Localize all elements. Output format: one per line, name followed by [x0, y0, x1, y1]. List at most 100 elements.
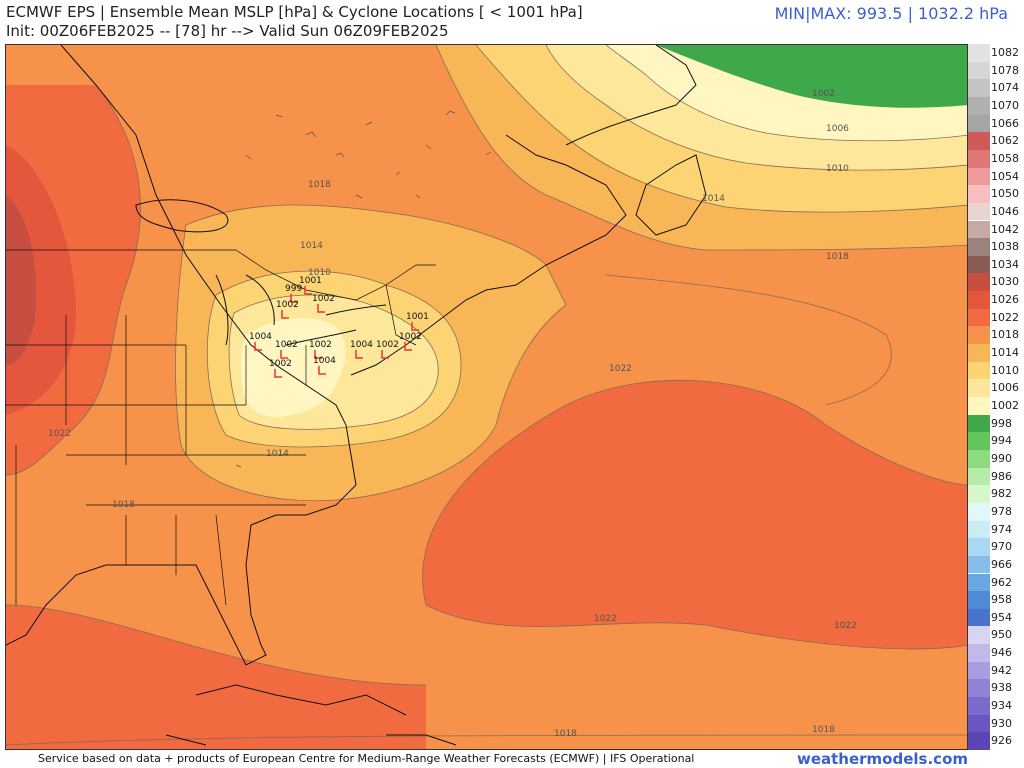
colorbar-label: 986: [991, 469, 1012, 483]
colorbar-swatch: [968, 502, 990, 521]
colorbar-swatch: [968, 644, 990, 662]
isobar-label: 1022: [48, 429, 71, 439]
cyclone-pressure-label: 1004: [313, 356, 336, 366]
map-header: ECMWF EPS | Ensemble Mean MSLP [hPa] & C…: [0, 0, 1024, 44]
colorbar-swatch: [968, 167, 990, 186]
map-svg: 1002 1006 1010 1014 1018 1018 1014 1010 1022 1022…: [6, 45, 967, 749]
cyclone-pressure-label: 1002: [376, 340, 399, 350]
colorbar-label: 1058: [991, 151, 1019, 165]
colorbar-swatch: [968, 114, 990, 133]
isobar-label: 1022: [609, 364, 632, 374]
isobar-label: 1014: [702, 194, 725, 204]
colorbar-level: 934: [968, 697, 1024, 715]
colorbar-label: 970: [991, 540, 1012, 554]
colorbar-label: 982: [991, 487, 1012, 501]
isobar-label: 1018: [826, 252, 849, 262]
colorbar-label: 1046: [991, 204, 1019, 218]
colorbar-swatch: [968, 61, 990, 80]
pressure-map[interactable]: 1002 1006 1010 1014 1018 1018 1014 1010 1022 1022…: [5, 44, 968, 750]
colorbar-swatch: [968, 255, 990, 274]
colorbar-label: 1018: [991, 328, 1019, 342]
cyclone-l-marker: [280, 350, 288, 359]
cyclone-pressure-label: 1001: [299, 276, 322, 286]
colorbar-swatch: [968, 608, 990, 627]
colorbar-swatch: [968, 591, 990, 609]
colorbar-level: 986: [968, 467, 1024, 486]
colorbar-swatch: [968, 432, 990, 450]
colorbar-label: 1066: [991, 116, 1019, 130]
colorbar-swatch: [968, 96, 990, 115]
colorbar-level: 930: [968, 714, 1024, 733]
colorbar-level: 1006: [968, 379, 1024, 397]
colorbar-swatch: [968, 661, 990, 680]
cyclone-l-marker: [411, 322, 419, 331]
colorbar-swatch: [968, 44, 990, 62]
colorbar-level: 1074: [968, 79, 1024, 97]
colorbar-level: 1030: [968, 273, 1024, 292]
colorbar-label: 958: [991, 593, 1012, 607]
colorbar-swatch: [968, 714, 990, 733]
isobar-label: 1022: [834, 621, 857, 631]
min-max-readout: MIN|MAX: 993.5 | 1032.2 hPa: [774, 4, 1008, 23]
colorbar-level: 998: [968, 414, 1024, 433]
cyclone-l-marker: [254, 342, 262, 351]
colorbar-label: 998: [991, 416, 1012, 430]
colorbar-level: 1018: [968, 326, 1024, 345]
isobar-label: 1014: [266, 449, 289, 459]
colorbar-swatch: [968, 202, 990, 221]
colorbar-level: 1002: [968, 397, 1024, 415]
colorbar-label: 1002: [991, 399, 1019, 412]
colorbar-swatch: [968, 185, 990, 203]
colorbar-label: 930: [991, 716, 1012, 730]
cyclone-l-marker: [318, 366, 326, 375]
colorbar-swatch: [968, 132, 990, 150]
colorbar-level: 1058: [968, 149, 1024, 168]
isobar-labels: 1002 1006 1010 1014 1018 1018 1014 1010 1022 1022…: [48, 89, 857, 739]
colorbar-swatch: [968, 149, 990, 168]
colorbar-label: 974: [991, 522, 1012, 536]
colorbar-swatch: [968, 467, 990, 486]
colorbar-level: 938: [968, 679, 1024, 698]
isobar-label: 1014: [300, 241, 323, 251]
colorbar-swatch: [968, 679, 990, 698]
isobar-label: 1018: [812, 725, 835, 735]
colorbar-level: 1050: [968, 185, 1024, 203]
brand-link[interactable]: weathermodels.com: [796, 750, 968, 768]
colorbar-swatch: [968, 238, 990, 256]
cyclone-l-marker: [274, 369, 282, 378]
colorbar-label: 1014: [991, 346, 1019, 360]
cyclone-l-marker: [355, 350, 363, 359]
colorbar-label: 946: [991, 646, 1012, 660]
colorbar-level: 962: [968, 573, 1024, 592]
colorbar-swatch: [968, 79, 990, 97]
colorbar-level: 954: [968, 608, 1024, 627]
isobar-label: 1018: [308, 180, 331, 190]
colorbar-swatch: [968, 732, 990, 750]
colorbar-level: 926: [968, 732, 1024, 750]
cyclone-l-marker: [281, 310, 289, 319]
colorbar-level: 958: [968, 591, 1024, 609]
colorbar-swatch: [968, 291, 990, 309]
field-northeast-998: [656, 45, 967, 108]
colorbar-label: 1070: [991, 98, 1019, 112]
colorbar-level: 1010: [968, 361, 1024, 380]
isobar-label: 1010: [826, 164, 849, 174]
colorbar-label: 1034: [991, 257, 1019, 271]
cyclone-l-marker: [290, 294, 298, 303]
colorbar-label: 978: [991, 504, 1012, 518]
colorbar-label: 1030: [991, 275, 1019, 289]
colorbar-label: 1010: [991, 363, 1019, 377]
colorbar-swatch: [968, 555, 990, 574]
colorbar-swatch: [968, 538, 990, 556]
colorbar-level: 970: [968, 538, 1024, 556]
cyclone-l-marker: [317, 304, 325, 313]
cyclone-pressure-label: 1004: [249, 332, 272, 342]
colorbar-level: 1082: [968, 44, 1024, 62]
colorbar-swatch: [968, 414, 990, 433]
colorbar-swatch: [968, 220, 990, 239]
cyclone-pressure-label: 1002: [399, 332, 422, 342]
colorbar-label: 994: [991, 434, 1012, 448]
colorbar-label: 962: [991, 575, 1012, 589]
cyclone-pressure-label: 1001: [406, 312, 429, 322]
